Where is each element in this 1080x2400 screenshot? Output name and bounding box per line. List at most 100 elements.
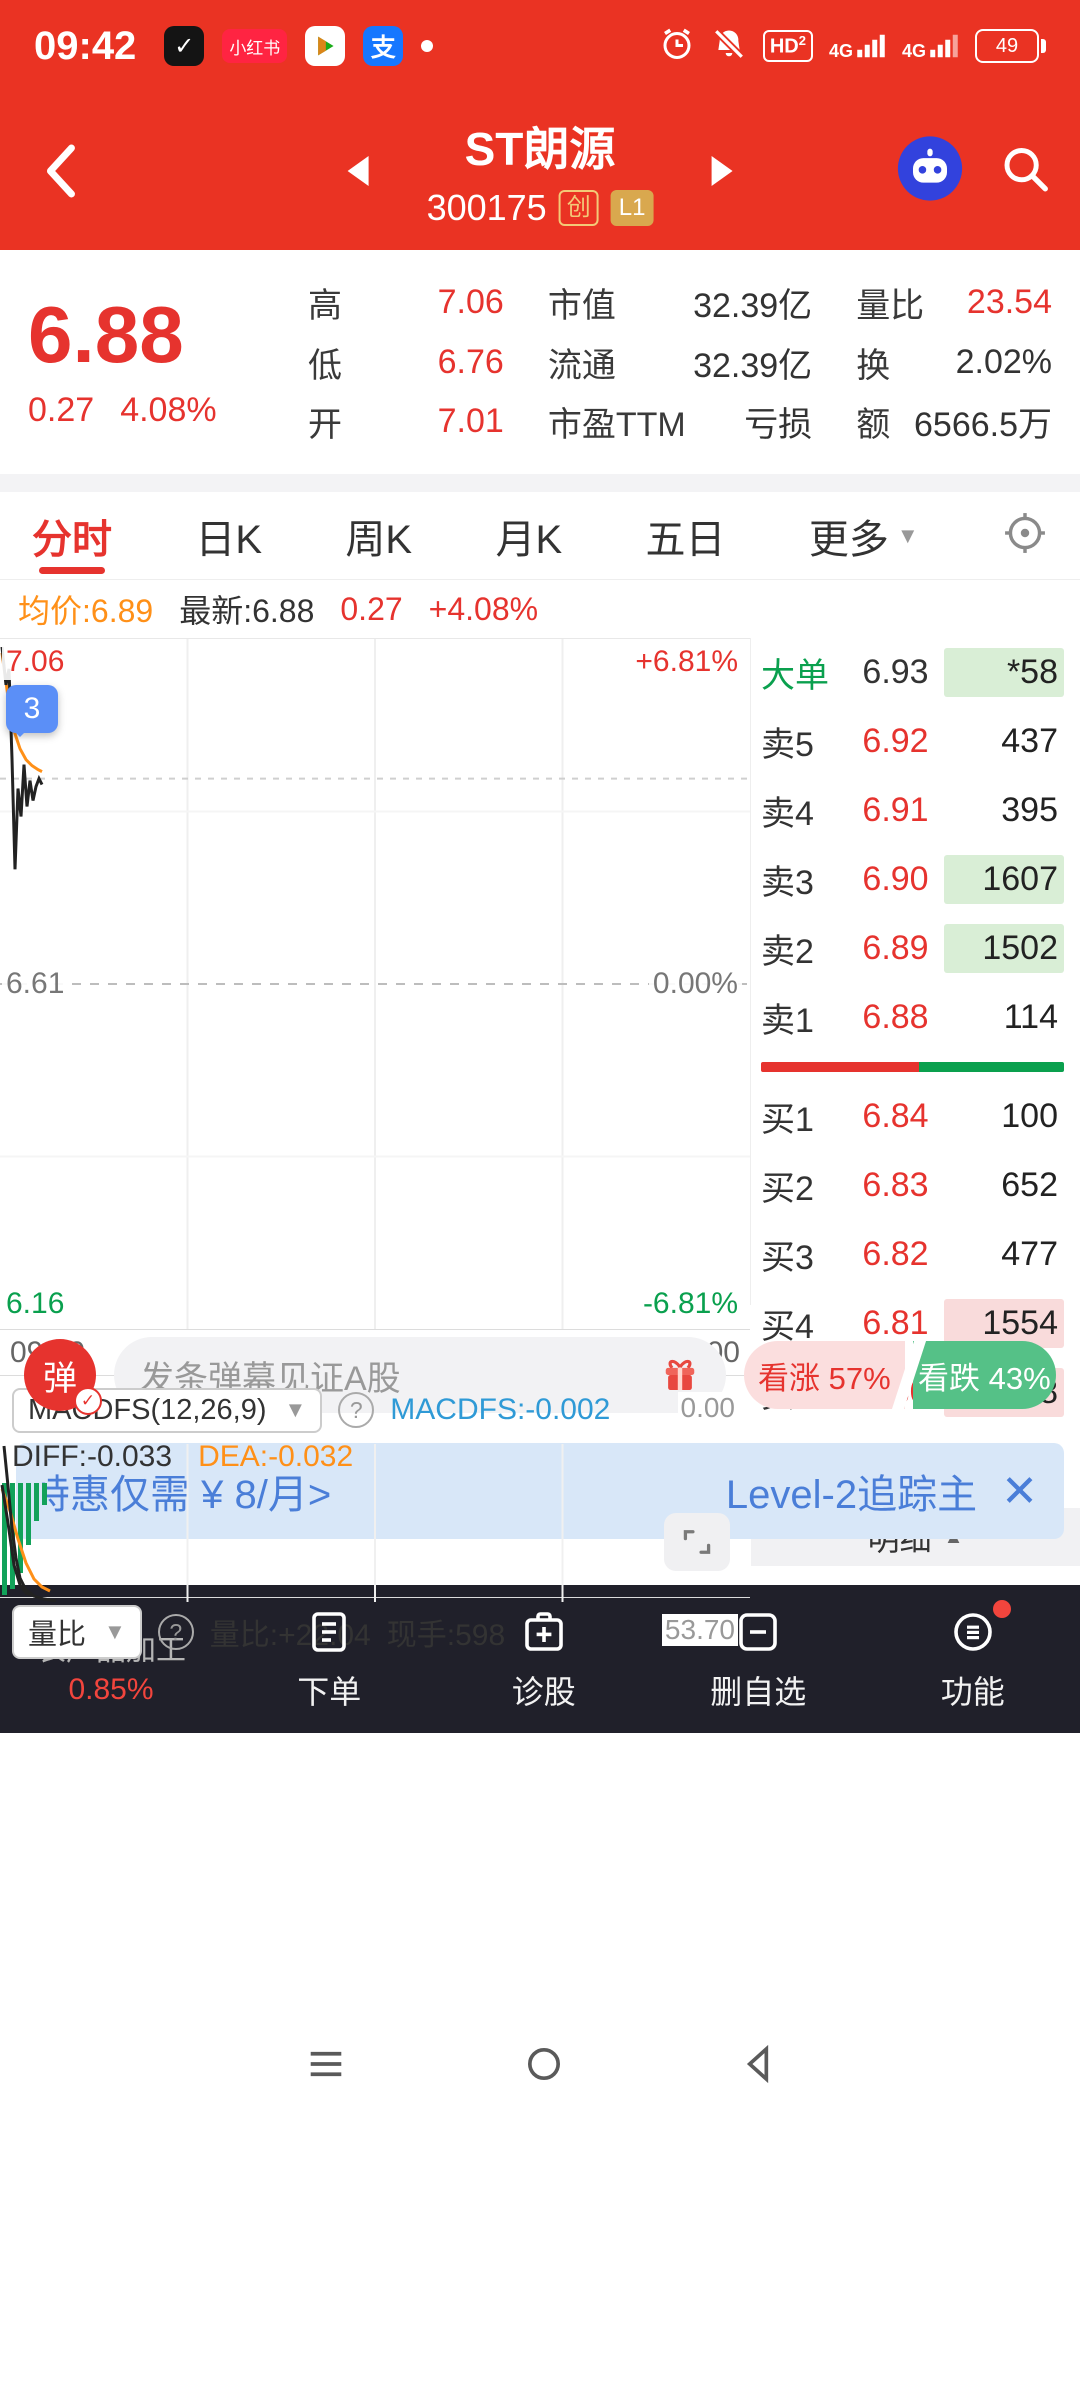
ask-row-5[interactable]: 卖5 6.92 437 [761, 722, 1058, 764]
bid-row-1[interactable]: 买1 6.84 100 [761, 1097, 1058, 1139]
chart-info-bar: 均价:6.89 最新:6.88 0.27 +4.08% [0, 580, 1080, 638]
next-stock-button[interactable] [711, 156, 733, 186]
search-icon[interactable] [998, 142, 1052, 201]
quote-col-ratio: 量比 23.54 换 2.02% 额 6566.5万 [856, 283, 1053, 444]
nav-functions[interactable]: 功能 [866, 1599, 1080, 1713]
ask-row-1[interactable]: 卖1 6.88 114 [761, 998, 1058, 1040]
tab-daily-k[interactable]: 日K [195, 517, 263, 562]
sector-change-pct: 0.85% [68, 1672, 154, 1706]
expand-chart-button[interactable] [664, 1513, 730, 1571]
home-icon[interactable] [524, 2044, 564, 2089]
notification-dot [992, 1599, 1011, 1618]
app-header: ST朗源 300175 创 L1 [0, 92, 1080, 250]
order-icon [303, 1606, 355, 1658]
tab-five-day[interactable]: 五日 [645, 517, 726, 562]
level-badge: L1 [610, 190, 654, 226]
volratio-axis-max: 53.70 [661, 1614, 738, 1646]
current-hands-value: 现手:598 [386, 1619, 506, 1652]
status-bar: 09:42 ✓ 小红书 支 HD2 4G 4G [0, 0, 1080, 92]
nav-place-order[interactable]: 下单 [222, 1606, 437, 1713]
float-cap-value: 32.39亿 [693, 346, 813, 385]
ask-row-3[interactable]: 卖3 6.90 1607 [761, 845, 1064, 914]
signal-icon-sim2: 4G [902, 32, 959, 60]
amount-value: 6566.5万 [914, 406, 1053, 444]
volume-ratio-panel: 量比 ▼ ? 量比:+22.04 现手:598 53.70 [0, 1444, 750, 1659]
nav-remove-watchlist[interactable]: 删自选 [651, 1606, 866, 1713]
market-cap-value: 32.39亿 [693, 287, 813, 325]
minute-chart[interactable]: 7.06 +6.81% 6.61 0.00% 6.16 -6.81% 3 [0, 638, 750, 1330]
sentiment-vote: 看涨 57% 看跌 43% [744, 1341, 1056, 1409]
close-icon[interactable]: ✕ [1001, 1466, 1038, 1516]
ai-assistant-button[interactable] [896, 135, 964, 208]
stock-code: 300175 [426, 187, 547, 228]
xiaohongshu-notification-icon: 小红书 [222, 29, 288, 63]
indicator-settings-icon[interactable] [1002, 510, 1048, 561]
muted-bell-icon [711, 26, 747, 67]
chart-pct-min: -6.81% [638, 1286, 742, 1321]
battery-indicator: 49 [975, 29, 1046, 63]
chevron-down-icon: ▼ [104, 1619, 126, 1644]
bid-row-3[interactable]: 买3 6.82 477 [761, 1235, 1058, 1277]
tab-more[interactable]: 更多 ▼ [808, 517, 919, 562]
help-icon[interactable]: ? [338, 1392, 375, 1428]
high-value: 7.06 [437, 283, 504, 321]
chart-y-max: 7.06 [2, 645, 69, 680]
chart-pct-mid: 0.00% [648, 966, 742, 1002]
chat-app-notification-icon: ✓ [164, 26, 205, 66]
bid-row-2[interactable]: 买2 6.83 652 [761, 1166, 1058, 1208]
clock-time: 09:42 [34, 23, 137, 68]
volratio-selector[interactable]: 量比 ▼ [12, 1605, 142, 1659]
tab-minute[interactable]: 分时 [32, 492, 112, 579]
chart-tabs: 分时 日K 周K 月K 五日 更多 ▼ [0, 492, 1080, 580]
danmu-count-badge[interactable]: 3 [6, 685, 58, 737]
volume-ratio-value: 23.54 [966, 283, 1053, 321]
low-value: 6.76 [437, 342, 504, 381]
price-change-pct: 4.08% [120, 390, 217, 429]
bearish-vote-button[interactable]: 看跌 43% [912, 1341, 1056, 1409]
notification-dot [421, 40, 434, 52]
big-ask-row: 大单 6.93 *58 [761, 638, 1064, 707]
ask-row-4[interactable]: 卖4 6.91 395 [761, 791, 1058, 833]
bottom-nav: ▲ 农产品加工 0.85% 下单 诊股 删自选 [0, 1585, 1080, 1733]
remove-icon [732, 1606, 784, 1658]
bullish-vote-button[interactable]: 看涨 57% [744, 1341, 905, 1409]
section-divider [0, 474, 1080, 492]
recents-icon[interactable] [304, 2047, 348, 2086]
current-price: 6.88 [28, 289, 184, 379]
ask-row-2[interactable]: 卖2 6.89 1502 [761, 914, 1064, 983]
quote-col-hlo: 高 7.06 低 6.76 开 7.01 [308, 283, 504, 444]
android-nav-bar [0, 1733, 1080, 2400]
back-icon[interactable] [740, 2044, 776, 2089]
danmu-bar: 弹 ✓ 发条弹幕见证A股 看涨 57% 看跌 43% [24, 1327, 1056, 1423]
prev-stock-button[interactable] [347, 156, 369, 186]
stock-name: ST朗源 [464, 123, 616, 175]
chart-pct-max: +6.81% [631, 645, 742, 680]
gift-icon[interactable] [660, 1356, 700, 1394]
bid-row-4[interactable]: 买4 6.81 1554 [761, 1289, 1064, 1358]
help-icon[interactable]: ? [157, 1614, 194, 1650]
check-icon: ✓ [74, 1387, 102, 1415]
alarm-icon [659, 26, 695, 67]
video-app-notification-icon [305, 26, 346, 66]
tab-monthly-k[interactable]: 月K [495, 517, 563, 562]
chevron-down-icon: ▼ [896, 522, 919, 548]
order-book[interactable]: 大单 6.93 *58 卖5 6.92 437 卖4 6.91 395 卖3 6.90 16… [750, 638, 1080, 1566]
last-price-label: 最新:6.88 [179, 593, 315, 629]
promo-title-text[interactable]: Level-2追踪主 [725, 1473, 978, 1517]
macd-panel: MACDFS(12,26,9) ▼ ? MACDFS:-0.002 0.00 DI… [0, 1376, 750, 1598]
signal-icon-sim1: 4G [829, 32, 886, 60]
chart-y-min: 6.16 [2, 1286, 69, 1321]
alipay-notification-icon: 支 [363, 26, 404, 66]
chart-change: 0.27 [340, 590, 403, 627]
danmu-toggle-button[interactable]: 弹 ✓ [24, 1339, 102, 1415]
nav-diagnose-stock[interactable]: 诊股 [437, 1606, 652, 1713]
tab-weekly-k[interactable]: 周K [345, 517, 413, 562]
macd-axis-max: 0.00 [677, 1392, 738, 1424]
chart-y-mid: 6.61 [2, 966, 69, 1002]
board-badge: 创 [558, 190, 599, 226]
chart-change-pct: +4.08% [428, 590, 539, 627]
back-button[interactable] [24, 129, 96, 213]
buy-sell-ratio-bar [761, 1062, 1064, 1072]
pe-value: 亏损 [744, 406, 813, 444]
